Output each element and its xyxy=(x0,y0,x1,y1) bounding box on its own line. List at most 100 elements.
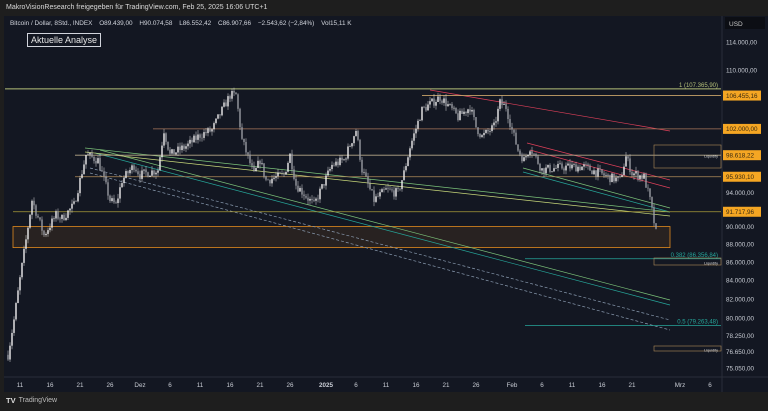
candle-body xyxy=(191,139,193,143)
x-tick-label: 6 xyxy=(540,382,544,389)
candle-body xyxy=(617,176,619,178)
candle-body xyxy=(521,154,523,162)
candle-body xyxy=(561,163,563,169)
candle-body xyxy=(311,198,313,200)
candle-body xyxy=(25,239,27,249)
candle-body xyxy=(543,168,545,174)
candle-body xyxy=(565,165,567,171)
trendline xyxy=(522,167,671,209)
candle-body xyxy=(305,196,307,198)
candle-body xyxy=(157,170,159,173)
candle-body xyxy=(23,248,25,263)
candle-body xyxy=(139,174,141,179)
currency-box xyxy=(725,17,765,29)
candle-body xyxy=(537,156,539,164)
candle-body xyxy=(9,345,11,360)
y-tick-label: 80.000,00 xyxy=(726,316,755,323)
x-tick-label: 11 xyxy=(383,382,390,389)
candle-body xyxy=(625,156,627,167)
candle-body xyxy=(147,172,149,177)
candle-body xyxy=(577,166,579,172)
candle-body xyxy=(635,171,637,174)
candle-body xyxy=(277,172,279,177)
candle-body xyxy=(269,179,271,184)
candle-body xyxy=(515,132,517,145)
y-tick-label: 76.650,00 xyxy=(726,349,755,356)
candle-body xyxy=(245,141,247,153)
candle-body xyxy=(85,155,87,165)
candle-body xyxy=(563,168,565,171)
candle-body xyxy=(401,180,403,190)
x-tick-label: 2025 xyxy=(319,382,334,389)
candle-body xyxy=(153,170,155,175)
candle-body xyxy=(633,173,635,176)
candle-body xyxy=(503,103,505,105)
candle-body xyxy=(31,200,33,215)
candle-body xyxy=(65,217,67,221)
candle-body xyxy=(287,162,289,172)
x-tick-label: 6 xyxy=(168,382,172,389)
candle-body xyxy=(299,187,301,192)
candle-body xyxy=(645,173,647,188)
candle-body xyxy=(77,193,79,202)
candle-body xyxy=(129,170,131,174)
candle-body xyxy=(259,160,261,165)
tradingview-footer[interactable]: TV TradingView xyxy=(6,396,57,405)
candle-body xyxy=(155,172,157,175)
candle-body xyxy=(315,198,317,201)
candle-body xyxy=(185,146,187,149)
candle-body xyxy=(183,145,185,149)
candle-body xyxy=(285,171,287,175)
candle-body xyxy=(295,178,297,186)
x-tick-label: 6 xyxy=(354,382,358,389)
candle-body xyxy=(367,176,369,184)
candle-body xyxy=(629,158,631,172)
candle-body xyxy=(641,175,643,179)
candle-body xyxy=(523,157,525,162)
candle-body xyxy=(7,354,9,360)
level-price-label: 106.455,16 xyxy=(726,93,758,100)
y-tick-label: 94.000,00 xyxy=(726,190,755,197)
candle-body xyxy=(193,135,195,143)
candle-body xyxy=(11,332,13,346)
candle-body xyxy=(159,157,161,171)
symbol-name[interactable]: Bitcoin / Dollar, 8Std., INDEX xyxy=(10,20,93,27)
candle-body xyxy=(243,138,245,142)
x-tick-label: Feb xyxy=(507,382,518,389)
candle-body xyxy=(475,117,477,128)
candle-body xyxy=(45,233,47,236)
x-tick-label: 21 xyxy=(256,382,264,389)
candle-body xyxy=(107,182,109,196)
candle-body xyxy=(171,149,173,154)
candle-body xyxy=(207,128,209,134)
candle-body xyxy=(551,171,553,172)
candle-body xyxy=(67,210,69,218)
analysis-title-box: Aktuelle Analyse xyxy=(27,33,102,47)
candle-body xyxy=(205,132,207,134)
liquidity-box xyxy=(653,144,722,169)
candle-body xyxy=(389,188,391,190)
candle-body xyxy=(613,173,615,182)
candle-body xyxy=(181,145,183,151)
candle-body xyxy=(267,179,269,181)
candle-body xyxy=(163,133,165,146)
level-price-tag xyxy=(723,150,761,161)
candle-body xyxy=(187,143,189,147)
candle-body xyxy=(93,156,95,161)
fib-level-label: 0.5 (79.263,48) xyxy=(677,320,718,326)
candle-body xyxy=(95,160,97,164)
candle-body xyxy=(615,177,617,182)
x-tick-label: Dez xyxy=(134,382,145,389)
candle-body xyxy=(91,152,93,157)
candle-body xyxy=(449,104,451,105)
candle-body xyxy=(201,137,203,139)
candle-body xyxy=(199,134,201,138)
candle-body xyxy=(397,188,399,189)
candle-body xyxy=(439,96,441,101)
candle-body xyxy=(329,169,331,171)
candle-body xyxy=(619,176,621,178)
y-tick-label: 75.050,00 xyxy=(726,366,755,373)
candle-body xyxy=(127,171,129,174)
candle-body xyxy=(541,168,543,171)
